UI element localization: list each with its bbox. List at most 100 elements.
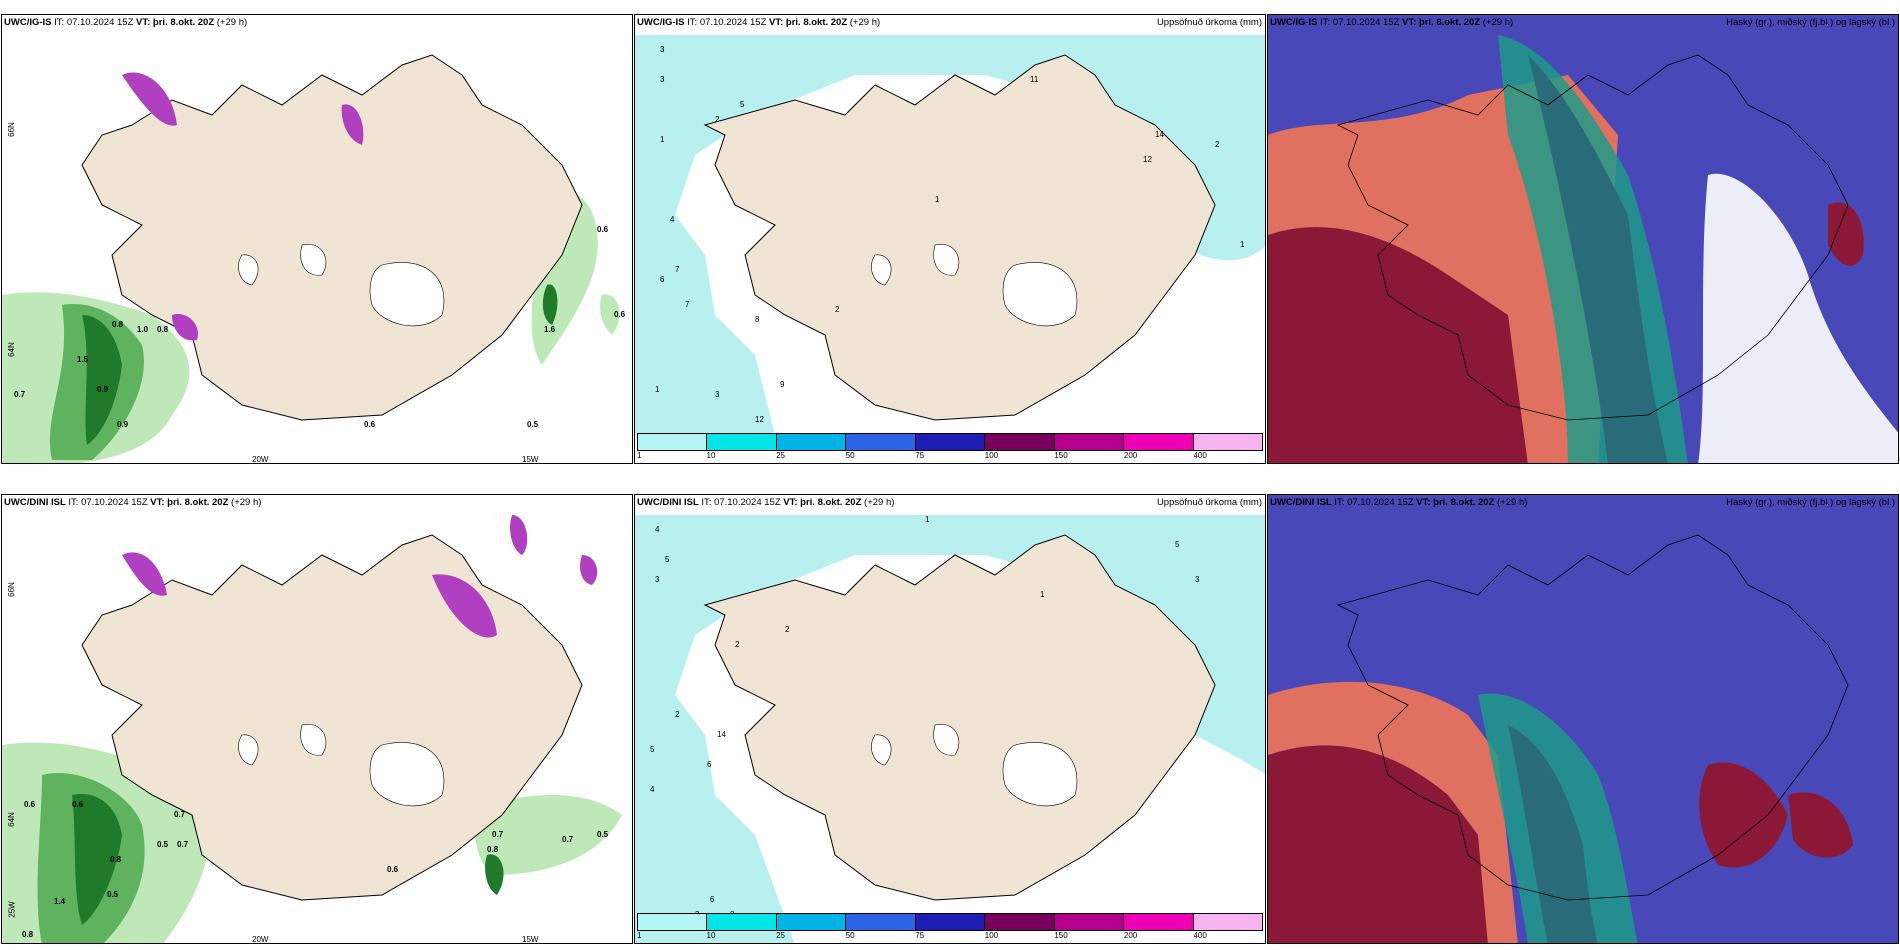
precip-value: 1.6 — [544, 325, 556, 334]
lat-label-64: 64N — [6, 812, 16, 827]
colorbar-swatch — [1054, 434, 1125, 450]
colorbar-label: 200 — [1123, 931, 1138, 940]
cloud-cover-map — [1268, 15, 1898, 463]
colorbar-swatch — [1054, 914, 1125, 930]
panel-accum-precip-dini: UWC/DINI ISL IT: 07.10.2024 15Z VT: þri.… — [634, 494, 1266, 944]
colorbar-swatch — [1193, 914, 1262, 930]
colorbar-label: 25 — [776, 931, 786, 940]
accum-value: 4 — [655, 525, 660, 534]
accum-value: 4 — [650, 785, 655, 794]
panel-clouds-dini: UWC/DINI ISL IT: 07.10.2024 15Z VT: þri.… — [1267, 494, 1899, 944]
accum-precip-map — [635, 35, 1265, 435]
accum-value: 2 — [1215, 140, 1220, 149]
lon-label-15: 15W — [522, 935, 539, 944]
colorbar-swatch — [638, 434, 708, 450]
colorbar-label: 1 — [637, 931, 642, 940]
accum-value: 14 — [717, 730, 726, 739]
cloud-cover-map — [1268, 495, 1898, 943]
precip-value: 0.6 — [72, 800, 84, 809]
precip-value: 0.7 — [14, 390, 26, 399]
precip-value: 0.5 — [107, 890, 119, 899]
colorbar-swatch — [776, 434, 847, 450]
precip-value: 0.7 — [177, 840, 189, 849]
precip-wind-map — [2, 515, 622, 943]
precip-value: 0.8 — [110, 855, 122, 864]
colorbar-label: 200 — [1123, 451, 1138, 460]
precip-value: 0.6 — [364, 420, 376, 429]
panel-clouds-igis: UWC/IG-IS IT: 07.10.2024 15Z VT: þri. 8.… — [1267, 14, 1899, 464]
accum-value: 3 — [715, 390, 720, 399]
panel-precip-wind-dini: UWC/DINI ISL IT: 07.10.2024 15Z VT: þri.… — [1, 494, 633, 944]
colorbar-swatch — [776, 914, 847, 930]
colorbar-label: 150 — [1054, 451, 1068, 460]
panel-title: UWC/DINI ISL IT: 07.10.2024 15Z VT: þri.… — [637, 497, 895, 508]
accum-value: 2 — [835, 305, 840, 314]
colorbar-swatch — [915, 914, 986, 930]
accum-value: 2 — [735, 640, 740, 649]
accum-value: 14 — [1155, 130, 1164, 139]
panel-accum-precip-igis: UWC/IG-IS IT: 07.10.2024 15Z VT: þri. 8.… — [634, 14, 1266, 464]
accum-value: 3 — [660, 75, 665, 84]
precip-value: 0.9 — [117, 420, 129, 429]
colorbar-label: 400 — [1193, 451, 1207, 460]
accum-value: 5 — [740, 100, 745, 109]
colorbar-swatch — [985, 434, 1055, 450]
lon-label-15: 15W — [522, 455, 539, 464]
precip-wind-map — [2, 54, 620, 463]
colorbar-label: 50 — [845, 451, 855, 460]
precip-value: 0.6 — [387, 865, 399, 874]
accum-value: 11 — [1030, 75, 1039, 84]
precip-value: 0.6 — [614, 310, 626, 319]
precip-value: 1.5 — [77, 355, 89, 364]
panel-right-title: Háský (gr.), miðský (fj.bl.) og lágský (… — [1726, 17, 1895, 28]
precip-value: 0.6 — [24, 800, 36, 809]
colorbar-label: 400 — [1193, 931, 1207, 940]
precip-value: 1.4 — [54, 897, 66, 906]
panel-title: UWC/IG-IS IT: 07.10.2024 15Z VT: þri. 8.… — [4, 17, 248, 28]
precip-value: 0.7 — [492, 830, 504, 839]
colorbar-swatch — [985, 914, 1055, 930]
accum-value: 2 — [675, 710, 680, 719]
accum-value: 6 — [710, 895, 715, 904]
colorbar-label: 25 — [776, 451, 786, 460]
precip-colorbar: 1 10 25 50 75 100 150 200 400 — [637, 433, 1263, 461]
colorbar-label: 75 — [915, 931, 925, 940]
colorbar-swatch — [638, 914, 708, 930]
lon-label-20: 20W — [252, 935, 269, 944]
colorbar-swatch — [707, 434, 777, 450]
accum-value: 6 — [707, 760, 712, 769]
precip-value: 0.8 — [157, 325, 169, 334]
colorbar-swatch — [1124, 434, 1194, 450]
accum-value: 1 — [1240, 240, 1245, 249]
colorbar-swatch — [707, 914, 777, 930]
colorbar-swatch — [846, 434, 916, 450]
precip-value: 0.9 — [97, 385, 109, 394]
precip-value: 0.7 — [562, 835, 574, 844]
colorbar-label: 150 — [1054, 931, 1068, 940]
precip-value: 0.6 — [597, 225, 609, 234]
lon-label-25: 25W — [7, 901, 17, 918]
panel-right-title: Háský (gr.), miðský (fj.bl.) og lágský (… — [1726, 497, 1895, 508]
accum-value: 8 — [755, 315, 760, 324]
lat-label-66: 66N — [6, 582, 16, 597]
panel-right-title: Uppsöfnuð úrkoma (mm) — [1156, 17, 1262, 28]
accum-value: 5 — [1175, 540, 1180, 549]
precip-value: 1.0 — [137, 325, 149, 334]
colorbar-swatch — [915, 434, 986, 450]
accum-value: 12 — [755, 415, 764, 424]
lon-label-20: 20W — [252, 455, 269, 464]
precip-value: 0.7 — [174, 810, 186, 819]
accum-value: 1 — [660, 135, 665, 144]
accum-value: 7 — [675, 265, 680, 274]
accum-value: 1 — [925, 515, 930, 524]
accum-value: 6 — [660, 275, 665, 284]
accum-value: 12 — [1143, 155, 1152, 164]
colorbar-swatch — [1124, 914, 1194, 930]
accum-value: 9 — [780, 380, 785, 389]
colorbar-label: 75 — [915, 451, 925, 460]
precip-value: 0.5 — [527, 420, 539, 429]
accum-value: 1 — [935, 195, 940, 204]
precip-colorbar: 1 10 25 50 75 100 150 200 400 — [637, 913, 1263, 941]
lat-label-64: 64N — [6, 342, 16, 357]
colorbar-label: 100 — [984, 451, 999, 460]
